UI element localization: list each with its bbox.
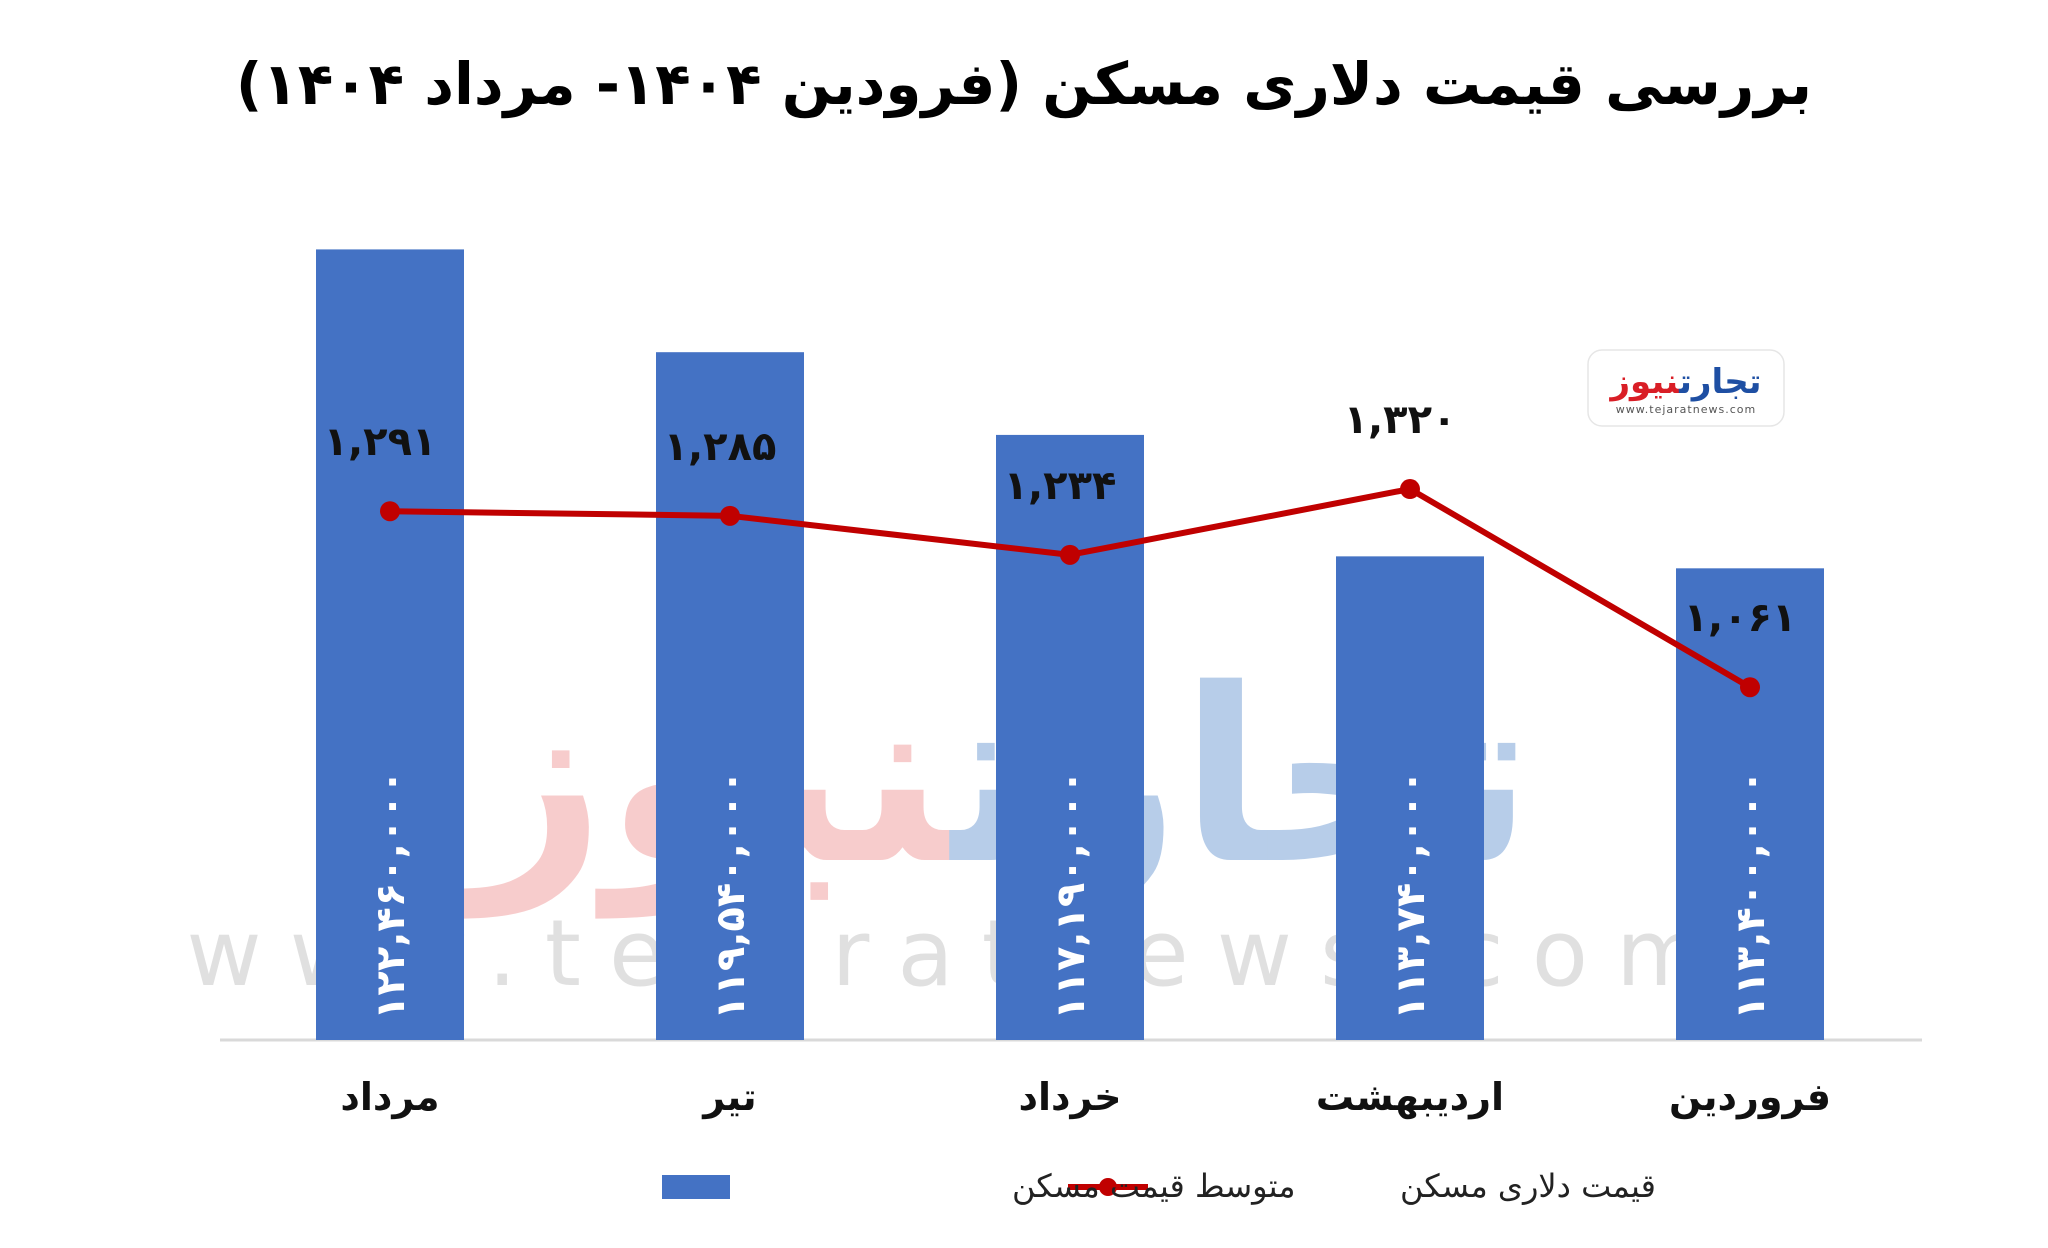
category-label-4: تیر <box>701 1075 756 1119</box>
line-point-3 <box>1060 544 1080 565</box>
legend-line-label: قیمت دلاری مسکن <box>1400 1167 1656 1205</box>
category-label-5: مرداد <box>340 1075 439 1119</box>
line-value-label-4: ۱,۲۸۵ <box>664 424 777 470</box>
legend-item-line: قیمت دلاری مسکن <box>1068 1167 1656 1205</box>
line-point-2 <box>1400 479 1420 500</box>
brand-badge-part1: تجارت <box>1678 362 1761 402</box>
line-value-label-1: ۱,۰۶۱ <box>1684 595 1797 641</box>
bar-value-label-3: ۱۱۷,۱۹۰,۰۰۰ <box>1048 770 1094 1020</box>
bar-1 <box>1676 568 1824 1040</box>
legend: قیمت دلاری مسکن متوسط قیمت مسکن <box>662 1167 1656 1205</box>
line-point-4 <box>720 505 740 526</box>
bar-2 <box>1336 556 1484 1040</box>
legend-item-bar: متوسط قیمت مسکن <box>662 1167 1295 1205</box>
line-value-label-5: ۱,۲۹۱ <box>324 419 437 465</box>
brand-badge-part2: نیوز <box>1608 362 1680 402</box>
brand-badge-logo: تجارتنیوز <box>1608 362 1761 402</box>
line-point-1 <box>1740 677 1760 698</box>
brand-badge-bg <box>1587 349 1785 427</box>
brand-badge: تجارتنیوز www.tejaratnews.com <box>1587 349 1785 427</box>
bar-5 <box>316 249 464 1040</box>
bar-3 <box>996 434 1144 1040</box>
line-value-label-2: ۱,۳۲۰ <box>1344 397 1457 443</box>
bar-labels-layer: ۱۱۳,۴۰۰,۰۰۰ ۱۱۳,۷۴۰,۰۰۰ ۱۱۷,۱۹۰,۰۰۰ ۱۱۹,۵۴۰… <box>368 770 1774 1020</box>
legend-bar-label: متوسط قیمت مسکن <box>1012 1167 1295 1205</box>
category-labels-layer: فروردین اردیبهشت خرداد تیر مرداد <box>340 1075 1831 1120</box>
line-layer <box>380 479 1760 698</box>
line-labels-layer: ۱,۰۶۱ ۱,۳۲۰ ۱,۲۳۴ ۱,۲۸۵ ۱,۲۹۱ <box>324 397 1797 641</box>
line-value-label-3: ۱,۲۳۴ <box>1004 463 1117 509</box>
bar-value-label-4: ۱۱۹,۵۴۰,۰۰۰ <box>708 770 754 1020</box>
bar-value-label-2: ۱۱۳,۷۴۰,۰۰۰ <box>1388 770 1434 1020</box>
legend-bar-swatch <box>662 1175 730 1199</box>
bar-value-label-1: ۱۱۳,۴۰۰,۰۰۰ <box>1728 770 1774 1020</box>
bar-value-label-5: ۱۲۲,۴۶۰,۰۰۰ <box>368 770 414 1020</box>
category-label-2: اردیبهشت <box>1316 1075 1504 1119</box>
category-label-3: خرداد <box>1018 1075 1121 1119</box>
line-point-5 <box>380 501 400 522</box>
brand-badge-url: www.tejaratnews.com <box>1616 403 1756 416</box>
bar-4 <box>656 352 804 1040</box>
chart-title: بررسی قیمت دلاری مسکن (فرودین ۱۴۰۴- مردا… <box>236 50 1812 119</box>
category-label-1: فروردین <box>1669 1075 1831 1120</box>
bars-layer <box>316 249 1824 1040</box>
legend-line-marker <box>1099 1178 1117 1196</box>
